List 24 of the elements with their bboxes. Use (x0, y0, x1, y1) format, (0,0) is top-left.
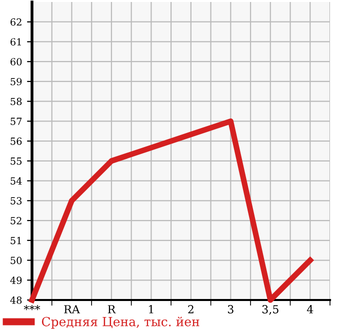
y-tick-label: 54 (10, 177, 22, 185)
y-tick-label: 49 (10, 276, 22, 284)
y-tick-label: 50 (10, 256, 22, 264)
x-tick-label: 3,5 (262, 305, 278, 315)
y-tick-label: 51 (10, 236, 21, 244)
y-tick-label: 59 (10, 78, 22, 86)
x-tick-label: 2 (188, 305, 194, 314)
x-tick-label: RA (64, 305, 80, 314)
y-tick-label: 53 (10, 197, 22, 204)
x-tick-label: 4 (306, 305, 314, 314)
y-tick-label: 52 (10, 217, 22, 224)
y-tick-label: 48 (10, 296, 22, 304)
x-tick-label: 3 (228, 305, 234, 314)
y-tick-label: 58 (10, 98, 22, 106)
y-tick-label: 56 (10, 138, 22, 145)
y-tick-label: 61 (10, 38, 21, 46)
x-tick-label: 1 (149, 305, 154, 314)
y-tick-label: 55 (10, 158, 22, 165)
y-tick-label: 57 (10, 118, 22, 126)
y-tick-label: 62 (10, 18, 22, 26)
legend-label: Средняя Цена, тыс. йен (42, 316, 200, 329)
x-tick-label: *** (24, 305, 40, 310)
y-tick-label: 60 (10, 58, 22, 66)
x-tick-label: R (108, 305, 116, 314)
